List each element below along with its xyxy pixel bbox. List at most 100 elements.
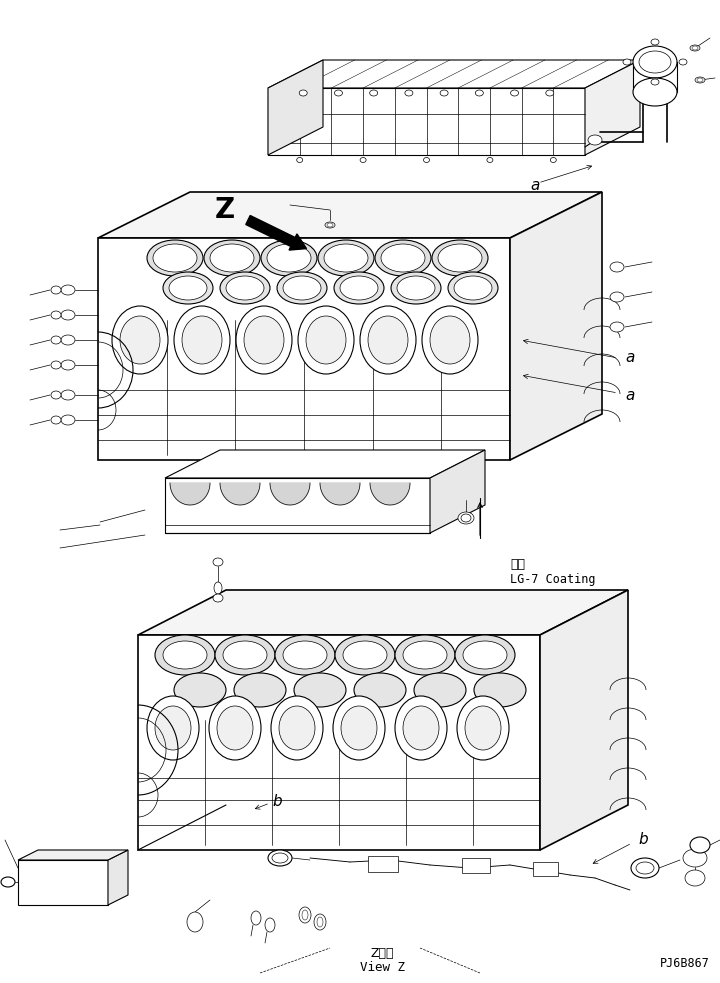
Ellipse shape bbox=[631, 858, 659, 878]
Polygon shape bbox=[510, 192, 602, 460]
Polygon shape bbox=[108, 850, 128, 905]
Ellipse shape bbox=[550, 157, 557, 162]
Ellipse shape bbox=[327, 223, 333, 227]
Polygon shape bbox=[165, 450, 485, 478]
Ellipse shape bbox=[475, 90, 483, 96]
Polygon shape bbox=[165, 478, 430, 533]
Ellipse shape bbox=[458, 512, 474, 524]
Polygon shape bbox=[170, 483, 210, 505]
Ellipse shape bbox=[51, 391, 61, 399]
Ellipse shape bbox=[147, 696, 199, 760]
Ellipse shape bbox=[215, 635, 275, 675]
Ellipse shape bbox=[487, 157, 493, 162]
Ellipse shape bbox=[265, 918, 275, 932]
Text: a: a bbox=[625, 351, 634, 366]
Ellipse shape bbox=[61, 390, 75, 400]
Ellipse shape bbox=[457, 696, 509, 760]
Ellipse shape bbox=[314, 914, 326, 930]
Ellipse shape bbox=[153, 244, 197, 272]
Ellipse shape bbox=[261, 240, 317, 276]
Ellipse shape bbox=[639, 51, 671, 73]
Polygon shape bbox=[430, 450, 485, 533]
Ellipse shape bbox=[268, 850, 292, 866]
Polygon shape bbox=[585, 60, 640, 155]
Ellipse shape bbox=[182, 316, 222, 364]
Polygon shape bbox=[220, 483, 260, 505]
Polygon shape bbox=[268, 88, 585, 155]
FancyArrow shape bbox=[246, 215, 307, 250]
Ellipse shape bbox=[61, 360, 75, 370]
Ellipse shape bbox=[297, 157, 302, 162]
Ellipse shape bbox=[685, 870, 705, 886]
Ellipse shape bbox=[448, 272, 498, 304]
Ellipse shape bbox=[510, 90, 518, 96]
Ellipse shape bbox=[112, 306, 168, 374]
Ellipse shape bbox=[147, 240, 203, 276]
Ellipse shape bbox=[690, 45, 700, 51]
Ellipse shape bbox=[302, 910, 308, 920]
Polygon shape bbox=[533, 862, 558, 876]
Ellipse shape bbox=[375, 240, 431, 276]
Ellipse shape bbox=[636, 862, 654, 874]
Polygon shape bbox=[18, 850, 128, 860]
Polygon shape bbox=[270, 483, 310, 505]
Ellipse shape bbox=[51, 416, 61, 424]
Text: LG-7 Coating: LG-7 Coating bbox=[510, 573, 595, 586]
Ellipse shape bbox=[234, 673, 286, 707]
Polygon shape bbox=[18, 860, 108, 905]
Ellipse shape bbox=[214, 582, 222, 594]
Ellipse shape bbox=[695, 77, 705, 83]
Ellipse shape bbox=[651, 79, 659, 85]
Text: b: b bbox=[272, 794, 282, 809]
Ellipse shape bbox=[432, 240, 488, 276]
Ellipse shape bbox=[51, 361, 61, 369]
Text: View Z: View Z bbox=[359, 961, 405, 974]
Ellipse shape bbox=[340, 276, 378, 300]
Ellipse shape bbox=[633, 46, 677, 78]
Ellipse shape bbox=[267, 244, 311, 272]
Ellipse shape bbox=[588, 135, 602, 145]
Ellipse shape bbox=[360, 157, 366, 162]
Text: a: a bbox=[530, 178, 539, 193]
Ellipse shape bbox=[277, 272, 327, 304]
Ellipse shape bbox=[251, 911, 261, 925]
Ellipse shape bbox=[226, 276, 264, 300]
Text: PJ6B867: PJ6B867 bbox=[660, 957, 710, 970]
Polygon shape bbox=[268, 60, 323, 155]
Ellipse shape bbox=[335, 90, 343, 96]
Polygon shape bbox=[268, 60, 640, 88]
Ellipse shape bbox=[455, 635, 515, 675]
Ellipse shape bbox=[610, 322, 624, 332]
Ellipse shape bbox=[275, 635, 335, 675]
Ellipse shape bbox=[403, 706, 439, 750]
Ellipse shape bbox=[679, 59, 687, 65]
Ellipse shape bbox=[51, 336, 61, 344]
Ellipse shape bbox=[465, 706, 501, 750]
Polygon shape bbox=[138, 590, 628, 635]
Ellipse shape bbox=[440, 90, 448, 96]
Ellipse shape bbox=[318, 240, 374, 276]
Ellipse shape bbox=[213, 558, 223, 566]
Ellipse shape bbox=[403, 641, 447, 669]
Ellipse shape bbox=[454, 276, 492, 300]
Ellipse shape bbox=[155, 706, 191, 750]
Polygon shape bbox=[462, 858, 490, 873]
Polygon shape bbox=[138, 635, 540, 850]
Ellipse shape bbox=[283, 641, 327, 669]
Polygon shape bbox=[370, 483, 410, 505]
Ellipse shape bbox=[213, 594, 223, 602]
Ellipse shape bbox=[354, 673, 406, 707]
Polygon shape bbox=[320, 483, 360, 505]
Ellipse shape bbox=[397, 276, 435, 300]
Ellipse shape bbox=[341, 706, 377, 750]
Ellipse shape bbox=[405, 90, 413, 96]
Ellipse shape bbox=[423, 157, 430, 162]
Ellipse shape bbox=[51, 311, 61, 319]
Ellipse shape bbox=[220, 272, 270, 304]
Ellipse shape bbox=[236, 306, 292, 374]
Ellipse shape bbox=[422, 306, 478, 374]
Ellipse shape bbox=[300, 90, 307, 96]
Ellipse shape bbox=[697, 78, 703, 82]
Ellipse shape bbox=[223, 641, 267, 669]
Ellipse shape bbox=[317, 917, 323, 927]
